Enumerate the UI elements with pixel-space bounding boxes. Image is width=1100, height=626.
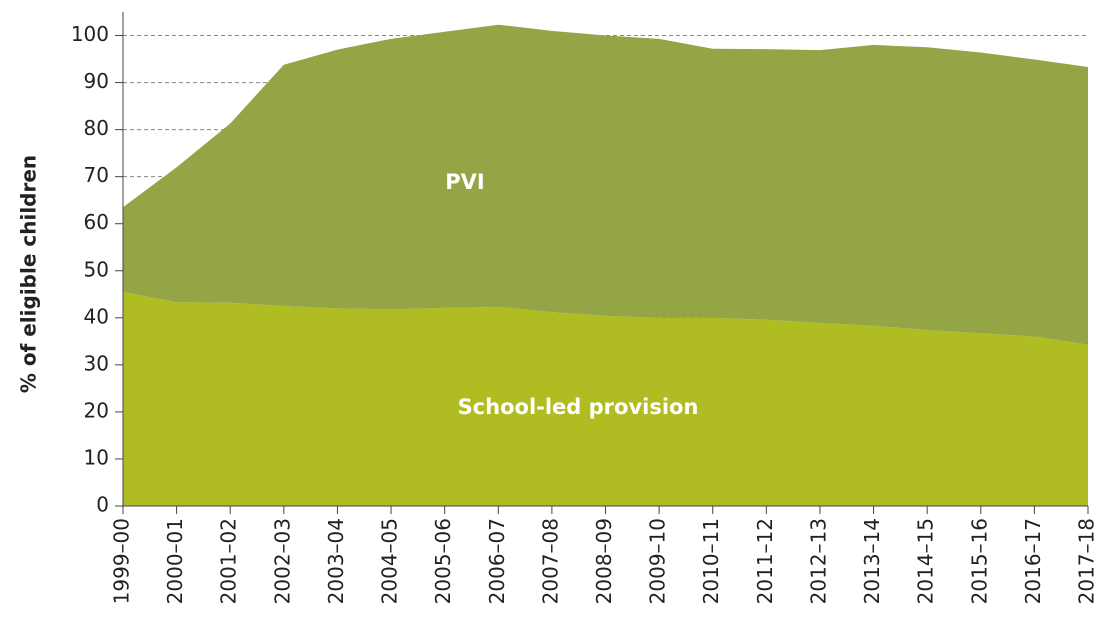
x-tick-label: 2007–08	[538, 518, 562, 604]
y-tick-label: 20	[84, 398, 109, 422]
y-tick-label: 50	[84, 257, 109, 281]
series-label: PVI	[445, 170, 484, 194]
area	[123, 24, 1088, 345]
area	[123, 291, 1088, 506]
x-tick-label: 2017–18	[1075, 518, 1099, 604]
x-tick-label: 2002–03	[270, 518, 294, 604]
y-tick-label: 100	[71, 22, 109, 46]
y-tick-label: 10	[84, 445, 109, 469]
x-tick-label: 2013–14	[860, 518, 884, 604]
y-tick-label: 70	[84, 163, 109, 187]
y-tick-label: 40	[84, 304, 109, 328]
x-tick-label: 2001–02	[217, 518, 241, 604]
x-tick-label: 1999–00	[110, 518, 134, 604]
x-tick-label: 2005–06	[431, 518, 455, 604]
x-tick-label: 2011–12	[753, 518, 777, 604]
y-tick-label: 30	[84, 351, 109, 375]
y-tick-label: 0	[96, 493, 109, 517]
x-tick-label: 2000–01	[163, 518, 187, 604]
x-tick-label: 2009–10	[646, 518, 670, 604]
x-tick-label: 2004–05	[378, 518, 402, 604]
x-tick-label: 2006–07	[485, 518, 509, 604]
x-tick-label: 2008–09	[592, 518, 616, 604]
x-tick-label: 2015–16	[967, 518, 991, 604]
y-tick-label: 90	[84, 69, 109, 93]
x-tick-label: 2010–11	[699, 518, 723, 604]
x-tick-label: 2003–04	[324, 518, 348, 604]
y-tick-label: 80	[84, 116, 109, 140]
x-tick-label: 2016–17	[1021, 518, 1045, 604]
x-tick-label: 2014–15	[914, 518, 938, 604]
y-axis-label: % of eligible children	[17, 155, 41, 393]
series-label: School-led provision	[458, 395, 699, 419]
y-tick-label: 60	[84, 210, 109, 234]
x-tick-label: 2012–13	[806, 518, 830, 604]
